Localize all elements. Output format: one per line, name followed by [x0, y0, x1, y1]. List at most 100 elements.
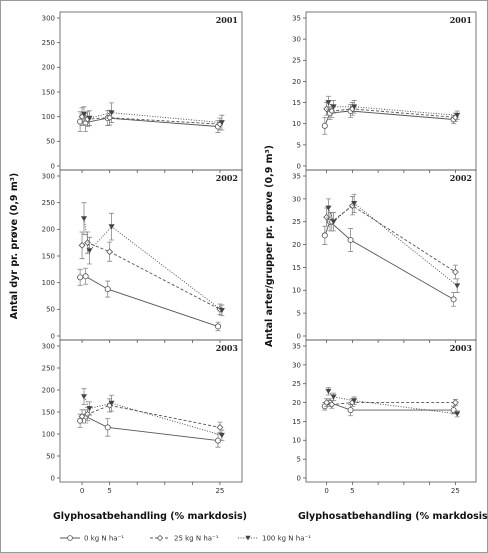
y-tick-label-left-2003-4: 200	[42, 386, 55, 394]
x-tick-label-right-2003-0: 0	[324, 487, 328, 495]
y-tick-label-right-2001-7: 35	[292, 14, 301, 22]
left-x-axis-title: Glyphosatbehandling (% markdosis)	[53, 511, 247, 522]
data-point-left-2003-2-1	[86, 406, 93, 412]
legend-label-25n: 25 kg N ha⁻¹	[174, 535, 219, 543]
data-point-right-2003-2-0	[325, 388, 332, 395]
data-point-right-2002-2-1	[330, 219, 337, 225]
data-point-left-2002-1-0	[78, 241, 86, 249]
y-tick-label-left-2002-2: 100	[42, 279, 55, 287]
y-tick-label-left-2003-0: 0	[51, 474, 55, 482]
data-point-left-2003-2-3	[218, 432, 225, 439]
data-point-left-2003-2-0	[80, 394, 87, 400]
y-tick-label-right-2002-5: 25	[292, 218, 301, 226]
legend-item-0n: 0 kg N ha⁻¹	[60, 535, 124, 543]
y-tick-label-right-2002-4: 20	[292, 241, 301, 249]
y-tick-label-left-2001-1: 50	[46, 138, 55, 146]
y-tick-label-right-2001-2: 10	[292, 120, 301, 128]
data-point-right-2003-1-0	[323, 399, 330, 406]
data-point-right-2002-0-3	[450, 296, 457, 303]
data-point-right-2003-2-1	[330, 394, 337, 400]
data-point-left-2002-0-3	[215, 323, 222, 330]
data-point-right-2001-2-1	[330, 104, 337, 110]
data-point-right-2003-2-2	[351, 398, 358, 404]
y-tick-label-right-2003-4: 20	[292, 399, 301, 407]
data-point-right-2001-2-3	[454, 112, 461, 119]
left-y-axis-title: Antal dyr pr. prøve (0,9 m³)	[9, 173, 20, 320]
y-tick-label-right-2002-3: 15	[292, 264, 301, 272]
legend-label-100n: 100 kg N ha⁻¹	[262, 535, 311, 543]
y-tick-label-right-2001-0: 0	[297, 162, 301, 170]
y-tick-label-left-2002-5: 250	[42, 199, 55, 207]
y-tick-label-left-2002-6: 300	[42, 172, 55, 180]
legend-marker-0n	[67, 535, 73, 541]
legend-marker-100n	[245, 535, 251, 541]
series-line-right-2001-1	[326, 108, 456, 118]
y-tick-label-right-2002-6: 30	[292, 195, 301, 203]
y-tick-label-right-2003-1: 5	[297, 456, 301, 464]
data-point-right-2002-0-2	[347, 236, 354, 243]
x-tick-label-left-2003-1: 5	[107, 487, 111, 495]
y-tick-label-left-2002-0: 0	[51, 332, 55, 340]
panel-border-left-2003	[59, 339, 243, 483]
y-tick-label-left-2002-4: 200	[42, 226, 55, 234]
data-point-right-2001-2-0	[325, 100, 332, 106]
legend: 0 kg N ha⁻¹ 25 kg N ha⁻¹ 100 kg N ha⁻¹	[60, 535, 311, 543]
series-line-right-2002-0	[324, 220, 454, 300]
y-tick-label-right-2002-2: 10	[292, 287, 301, 295]
y-tick-label-right-2002-7: 35	[292, 172, 301, 180]
y-tick-label-right-2001-6: 30	[292, 36, 301, 44]
y-tick-label-right-2002-1: 5	[297, 310, 301, 318]
data-point-left-2003-0-2	[104, 424, 111, 431]
right-x-axis-title: Glyphosatbehandling (% markdosis)	[298, 511, 488, 522]
y-tick-label-right-2003-2: 10	[292, 437, 301, 445]
data-point-left-2003-1-0	[78, 413, 86, 420]
data-point-left-2002-0-2	[104, 286, 111, 293]
series-line-right-2003-1	[326, 402, 456, 405]
chart-panel-right-2001: 0 5 10 15 20 25 30 35 2001	[292, 11, 477, 173]
data-point-right-2001-0-0	[321, 122, 328, 129]
legend-marker-25n	[156, 534, 164, 542]
y-tick-label-left-2003-6: 300	[42, 342, 55, 350]
data-point-left-2002-0-1	[82, 273, 89, 280]
y-tick-label-left-2003-3: 150	[42, 408, 55, 416]
x-tick-label-left-2003-0: 0	[80, 487, 84, 495]
y-tick-label-right-2001-5: 25	[292, 57, 301, 65]
y-tick-label-right-2003-3: 15	[292, 418, 301, 426]
data-point-right-2002-0-0	[321, 232, 328, 239]
y-tick-label-left-2002-3: 150	[42, 252, 55, 260]
data-point-right-2002-2-3	[454, 283, 461, 289]
y-tick-label-right-2003-0: 0	[297, 474, 301, 482]
series-line-left-2001-1	[81, 116, 220, 125]
legend-item-25n: 25 kg N ha⁻¹	[150, 535, 219, 543]
data-point-left-2002-2-0	[80, 216, 87, 222]
y-tick-label-left-2001-0: 0	[51, 162, 55, 170]
series-line-left-2002-2	[83, 218, 223, 311]
data-point-right-2003-1-1	[328, 401, 336, 408]
data-point-left-2003-2-2	[108, 400, 115, 406]
y-tick-label-left-2001-4: 200	[42, 64, 55, 72]
x-tick-label-left-2003-5: 25	[215, 487, 224, 495]
y-tick-label-left-2002-1: 50	[46, 306, 55, 314]
data-point-left-2001-2-2	[108, 110, 115, 116]
y-tick-label-right-2003-7: 35	[292, 342, 301, 350]
right-y-axis-title: Antal arter/grupper pr. prøve (0,9 m³)	[264, 145, 275, 347]
y-tick-label-left-2003-5: 250	[42, 364, 55, 372]
data-point-left-2002-2-3	[218, 308, 225, 314]
y-tick-label-left-2001-6: 300	[42, 14, 55, 22]
chart-panel-right-2003: 0 5 10 15 20 25 30 35 0 5 25 2003	[292, 339, 477, 495]
panel-year-label-right-2002: 2002	[450, 173, 472, 183]
data-point-right-2003-0-3	[450, 407, 457, 414]
data-point-right-2002-2-2	[351, 201, 358, 207]
y-tick-label-right-2003-6: 30	[292, 361, 301, 369]
data-point-left-2002-2-2	[108, 224, 115, 230]
x-tick-label-right-2003-1: 5	[350, 487, 354, 495]
data-point-right-2003-0-2	[347, 407, 354, 414]
chart-panel-right-2002: 0 5 10 15 20 25 30 35 2002	[292, 169, 477, 343]
panel-year-label-right-2003: 2003	[450, 343, 473, 353]
y-tick-label-right-2001-1: 5	[297, 141, 301, 149]
panel-year-label-left-2001: 2001	[216, 15, 238, 25]
panel-year-label-right-2001: 2001	[450, 15, 472, 25]
data-point-right-2002-1-3	[452, 268, 459, 276]
